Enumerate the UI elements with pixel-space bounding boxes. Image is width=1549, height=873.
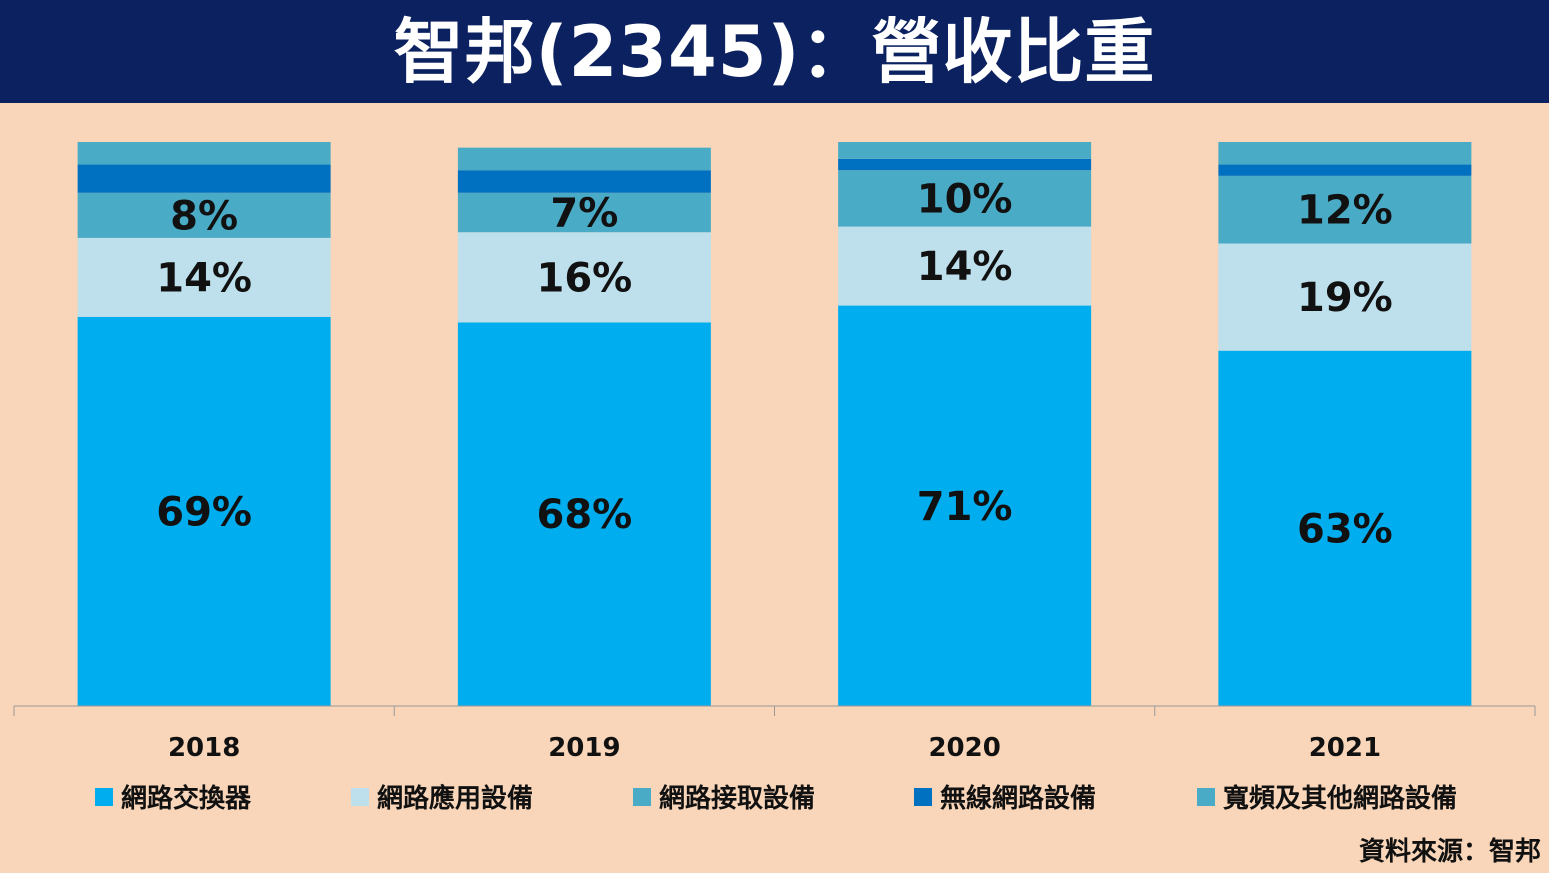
data-label: 71%: [917, 484, 1013, 530]
bar-segment: [77, 142, 331, 165]
stacked-bar-chart: 69% 14% 8% 2018 68% 16% 7% 2019 71% 14% 10% 2020 63%…: [13, 142, 1536, 763]
legend: 網路交換器 網路應用設備 網路接取設備 無線網路設備 寬頻及其他網路設備: [0, 778, 1549, 815]
legend-item: 網路交換器: [95, 778, 251, 815]
title-bar: 智邦(2345)：營收比重: [0, 0, 1549, 103]
bar-segment: [838, 142, 1092, 159]
bar-segment: [1218, 350, 1472, 706]
bar-segment: [457, 232, 711, 323]
bar-segment: [1218, 175, 1472, 244]
bar-segment: [457, 147, 711, 171]
legend-swatch: [1197, 787, 1215, 806]
legend-item: 網路接取設備: [633, 778, 815, 815]
data-label: 12%: [1297, 188, 1393, 234]
data-label: 19%: [1297, 275, 1393, 321]
chart-title: 智邦(2345)：營收比重: [393, 10, 1156, 93]
data-label: 10%: [917, 176, 1013, 222]
bar-segment: [77, 237, 331, 317]
legend-swatch: [633, 787, 651, 806]
bar-segment: [838, 158, 1092, 171]
x-tick-label: 2021: [1309, 733, 1381, 763]
source-note: 資料來源：智邦: [1358, 837, 1541, 867]
bar-segment: [838, 226, 1092, 306]
data-label: 8%: [170, 193, 238, 239]
x-tick-label: 2020: [928, 733, 1000, 763]
legend-label: 無線網路設備: [940, 784, 1097, 814]
bar-segment: [457, 322, 711, 706]
data-label: 14%: [917, 244, 1013, 290]
legend-swatch: [914, 787, 932, 806]
data-label: 14%: [156, 255, 252, 301]
bar-segment: [1218, 142, 1472, 165]
data-label: 68%: [537, 492, 633, 538]
legend-label: 網路交換器: [121, 784, 252, 814]
legend-label: 網路接取設備: [659, 784, 816, 814]
data-label: 16%: [537, 255, 633, 301]
data-label: 63%: [1297, 506, 1393, 552]
x-tick-label: 2019: [548, 733, 620, 763]
x-tick-label: 2018: [168, 733, 240, 763]
bar-segment: [838, 305, 1092, 706]
bar-segment: [1218, 243, 1472, 351]
bar-segment: [457, 192, 711, 233]
legend-label: 網路應用設備: [377, 784, 534, 814]
bar-segment: [1218, 164, 1472, 176]
legend-item: 無線網路設備: [914, 778, 1096, 815]
data-label: 69%: [156, 489, 252, 535]
bar-segment: [457, 170, 711, 193]
bar-segment: [77, 192, 331, 238]
bar-segment: [838, 170, 1092, 227]
bar-segment: [77, 316, 331, 706]
legend-label: 寬頻及其他網路設備: [1223, 784, 1458, 814]
legend-item: 寬頻及其他網路設備: [1197, 778, 1457, 815]
legend-swatch: [351, 787, 369, 806]
legend-swatch: [95, 787, 113, 806]
data-label: 7%: [550, 191, 618, 237]
bar-segment: [77, 164, 331, 193]
legend-item: 網路應用設備: [351, 778, 533, 815]
